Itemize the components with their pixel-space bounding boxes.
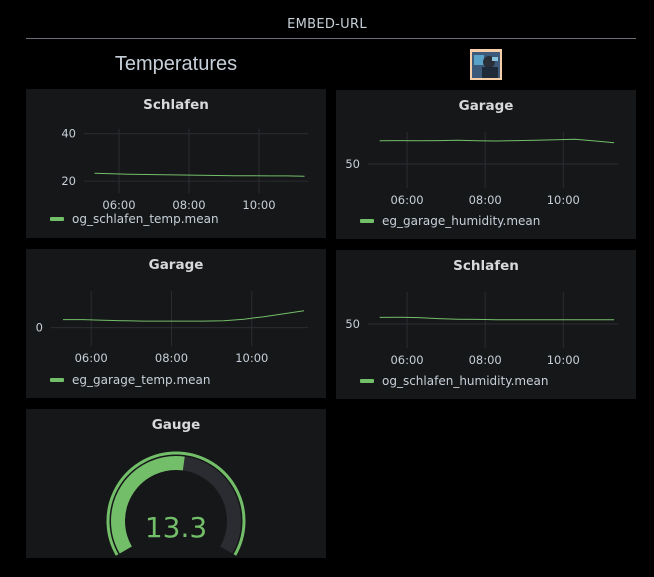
x-tick-label: 08:00 xyxy=(155,351,188,365)
x-tick-label: 10:00 xyxy=(547,353,580,367)
panel-garage-temp[interactable]: Garage 06:00 08:00 10:00 0 eg_garage_temp.m… xyxy=(26,249,326,398)
line-chart: 06:00 08:00 10:00 50 xyxy=(345,132,618,207)
legend-swatch xyxy=(360,379,374,383)
x-tick-label: 06:00 xyxy=(390,353,423,367)
gauge: 13.3 xyxy=(106,451,246,556)
legend-item[interactable]: eg_garage_temp.mean xyxy=(50,373,211,387)
line-chart: 06:00 08:00 10:00 0 xyxy=(36,291,308,365)
line-chart: 06:00 08:00 10:00 50 xyxy=(345,292,618,367)
panel-title[interactable]: Gauge xyxy=(151,417,201,433)
legend-swatch xyxy=(50,378,64,382)
panel-schlafen-temp[interactable]: Schlafen 06:00 08:00 10:00 20 40 og_schlafen… xyxy=(26,89,326,238)
dashboard-title: EMBED-URL xyxy=(287,17,367,32)
y-tick-label: 50 xyxy=(345,157,360,171)
series-line xyxy=(379,138,615,144)
gauge-threshold-ring xyxy=(106,451,246,556)
x-tick-label: 10:00 xyxy=(235,351,268,365)
legend-item[interactable]: og_schlafen_humidity.mean xyxy=(360,374,548,388)
row-title[interactable]: Temperatures xyxy=(114,53,238,75)
legend-swatch xyxy=(50,217,64,221)
avatar xyxy=(470,49,502,80)
x-tick-label: 10:00 xyxy=(242,198,275,212)
x-tick-label: 08:00 xyxy=(469,353,502,367)
avatar-image xyxy=(470,49,502,80)
line-chart: 06:00 08:00 10:00 20 40 xyxy=(61,127,308,212)
series-line xyxy=(379,316,615,321)
legend-swatch xyxy=(360,219,374,223)
x-tick-label: 08:00 xyxy=(172,198,205,212)
panel-title[interactable]: Schlafen xyxy=(143,97,209,113)
x-tick-label: 10:00 xyxy=(547,193,580,207)
legend-label: og_schlafen_humidity.mean xyxy=(382,374,549,388)
legend-label: og_schlafen_temp.mean xyxy=(72,212,219,226)
y-tick-label: 40 xyxy=(61,127,76,141)
panel-title[interactable]: Schlafen xyxy=(453,258,519,274)
series-line xyxy=(94,172,305,177)
legend-label: eg_garage_temp.mean xyxy=(72,373,211,387)
y-tick-label: 20 xyxy=(61,174,76,188)
x-tick-label: 06:00 xyxy=(390,193,423,207)
y-tick-label: 0 xyxy=(36,321,43,335)
legend-item[interactable]: eg_garage_humidity.mean xyxy=(360,214,540,228)
x-tick-label: 06:00 xyxy=(75,351,108,365)
gauge-value: 13.3 xyxy=(145,511,207,544)
panel-title[interactable]: Garage xyxy=(458,98,514,114)
panel-title[interactable]: Garage xyxy=(148,257,204,273)
panel-garage-humidity[interactable]: Garage 06:00 08:00 10:00 50 eg_garage_humid… xyxy=(336,90,636,239)
legend-label: eg_garage_humidity.mean xyxy=(382,214,541,228)
panel-gauge[interactable]: Gauge 13.3 xyxy=(26,409,326,558)
x-tick-label: 06:00 xyxy=(102,198,135,212)
x-tick-label: 08:00 xyxy=(469,193,502,207)
y-tick-label: 50 xyxy=(345,317,360,331)
header-divider xyxy=(26,38,636,39)
gauge-fill xyxy=(111,456,185,554)
legend-item[interactable]: og_schlafen_temp.mean xyxy=(50,212,219,226)
series-line xyxy=(63,310,305,322)
panel-schlafen-humidity[interactable]: Schlafen 06:00 08:00 10:00 50 og_schlafen_h… xyxy=(336,250,636,399)
